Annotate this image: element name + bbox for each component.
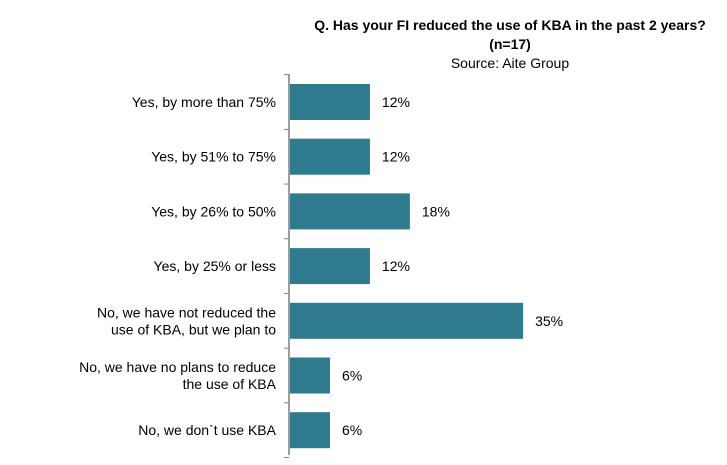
- chart-title: Q. Has your FI reduced the use of KBA in…: [314, 17, 706, 33]
- chart-title-sample-size: (n=17): [489, 36, 531, 52]
- value-label-5: 35%: [535, 313, 563, 329]
- value-label-3: 18%: [422, 203, 450, 219]
- category-label-4: Yes, by 25% or less: [154, 258, 276, 274]
- bar-3: [290, 193, 410, 230]
- value-label-4: 12%: [382, 258, 410, 274]
- bar-7: [290, 412, 330, 449]
- bar-6: [290, 357, 330, 394]
- bar-4: [290, 248, 370, 285]
- category-label-5-line-2: use of KBA, but we plan to: [111, 321, 276, 337]
- value-label-2: 12%: [382, 149, 410, 165]
- category-label-2: Yes, by 51% to 75%: [151, 149, 276, 165]
- category-label-5-line-1: No, we have not reduced the: [97, 304, 276, 320]
- category-label-6-line-1: No, we have no plans to reduce: [79, 359, 276, 375]
- bar-5: [290, 302, 524, 339]
- category-label-6-line-2: the use of KBA: [183, 376, 277, 392]
- bar-2: [290, 138, 370, 175]
- category-label-1: Yes, by more than 75%: [132, 94, 276, 110]
- chart-source: Source: Aite Group: [450, 55, 570, 71]
- value-label-1: 12%: [382, 94, 410, 110]
- category-label-7: No, we don`t use KBA: [138, 422, 276, 438]
- value-label-6: 6%: [342, 368, 362, 384]
- bar-1: [290, 84, 370, 120]
- chart-title-block: Q. Has your FI reduced the use of KBA in…: [300, 16, 720, 73]
- value-label-7: 6%: [342, 422, 362, 438]
- category-label-3: Yes, by 26% to 50%: [151, 203, 276, 219]
